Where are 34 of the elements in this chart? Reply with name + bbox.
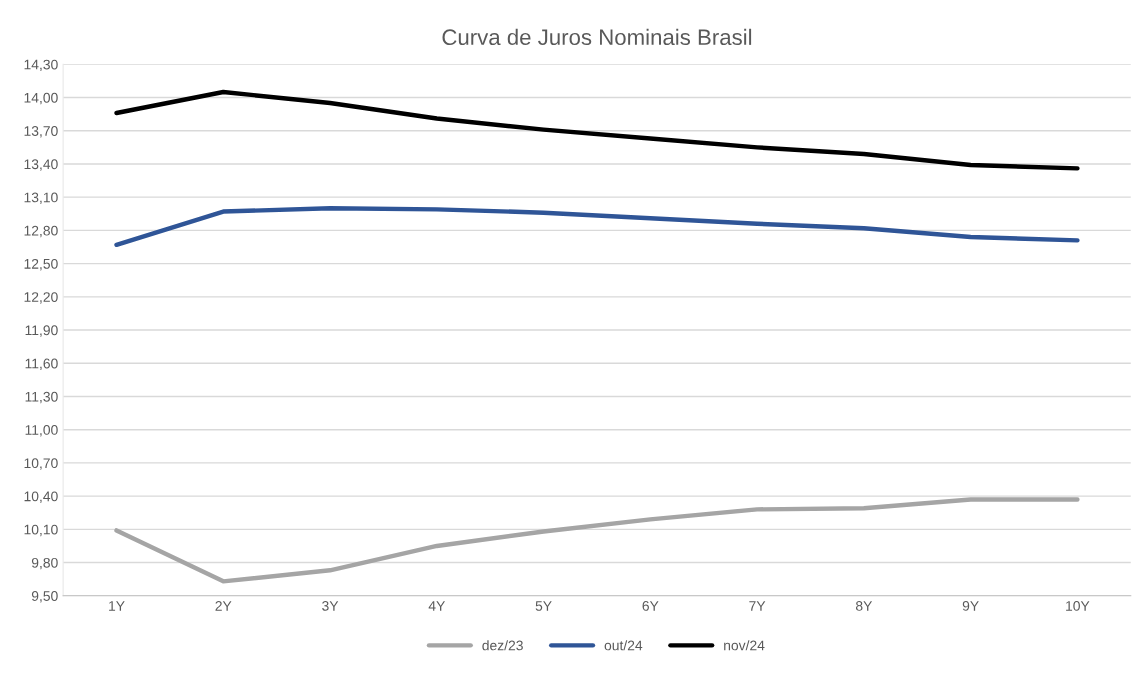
y-tick-label: 9,50 — [31, 591, 58, 603]
x-tick-label: 8Y — [855, 600, 873, 611]
x-tick-label: 4Y — [428, 601, 445, 611]
x-tick-label: 6Y — [642, 600, 659, 611]
legend-label: out/24 — [604, 640, 643, 651]
chart-title: Curva de Juros Nominais Brasil — [442, 28, 752, 46]
x-tick-label: 2Y — [215, 600, 232, 611]
x-tick-label: 7Y — [749, 601, 766, 611]
line-series — [114, 206, 1080, 247]
y-tick-label: 12,80 — [24, 225, 58, 238]
line-series — [114, 497, 1080, 584]
y-tick-label: 9,80 — [31, 557, 58, 570]
y-tick-label: 11,90 — [25, 325, 58, 337]
y-tick-label: 11,30 — [25, 391, 58, 404]
x-tick-label: 10Y — [1066, 600, 1090, 611]
y-tick-label: 13,70 — [24, 126, 58, 138]
y-tick-label: 10,40 — [24, 491, 58, 503]
y-tick-label: 11,00 — [25, 425, 58, 437]
y-tick-label: 13,10 — [24, 192, 58, 204]
y-tick-label: 12,20 — [24, 292, 58, 304]
y-tick-label: 10,70 — [24, 458, 58, 470]
y-tick-label: 12,50 — [24, 258, 58, 271]
x-tick-label: 1Y — [109, 601, 125, 611]
line-series — [114, 89, 1080, 171]
y-tick-label: 10,10 — [24, 524, 58, 537]
y-tick-label: 11,60 — [25, 358, 58, 371]
y-tick-label: 13,40 — [24, 159, 58, 171]
y-tick-label: 14,30 — [24, 59, 58, 72]
legend-label: dez/23 — [482, 640, 523, 651]
x-tick-label: 3Y — [322, 600, 339, 611]
legend-label: nov/24 — [724, 640, 765, 651]
x-tick-label: 5Y — [535, 601, 552, 611]
y-tick-label: 14,00 — [24, 92, 58, 105]
x-tick-label: 9Y — [962, 600, 979, 611]
